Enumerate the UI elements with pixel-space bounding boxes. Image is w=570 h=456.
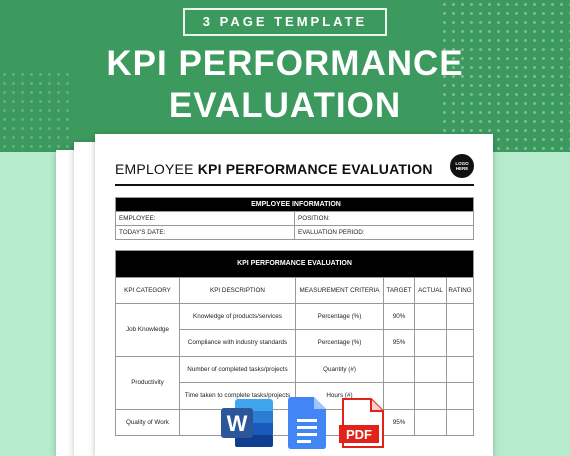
actual-cell[interactable] <box>414 302 447 330</box>
kpi-description-cell: Knowledge of products/services <box>179 302 296 330</box>
document-title-bold: KPI PERFORMANCE EVALUATION <box>197 161 433 177</box>
employee-info-heading: EMPLOYEE INFORMATION <box>115 197 474 212</box>
target-cell <box>383 355 415 383</box>
measurement-criteria-cell: Percentage (%) <box>295 329 384 357</box>
target-cell: 90% <box>383 302 415 330</box>
actual-cell[interactable] <box>414 408 447 436</box>
target-cell <box>383 382 415 410</box>
target-cell: 95% <box>383 329 415 357</box>
document-title: EMPLOYEE KPI PERFORMANCE EVALUATION <box>115 161 433 177</box>
target-cell: 95% <box>383 408 415 436</box>
evaluation-period-field[interactable]: EVALUATION PERIOD: <box>294 225 474 240</box>
column-header-rating: RATING <box>446 276 474 304</box>
word-icon: W <box>221 399 273 447</box>
rating-cell[interactable] <box>446 355 474 383</box>
rating-cell[interactable] <box>446 408 474 436</box>
banner-title-line1: KPI PERFORMANCE <box>106 44 464 83</box>
column-header-actual: ACTUAL <box>414 276 447 304</box>
rating-cell[interactable] <box>446 329 474 357</box>
kpi-category-cell: Quality of Work <box>115 408 180 436</box>
employee-info-table: EMPLOYEE INFORMATION EMPLOYEE: POSITION:… <box>115 197 474 240</box>
column-header-kpi-category: KPI CATEGORY <box>115 276 180 304</box>
kpi-table-heading: KPI PERFORMANCE EVALUATION <box>115 250 474 278</box>
logo-text-line2: HERE <box>455 166 469 171</box>
rating-cell[interactable] <box>446 382 474 410</box>
table-row: Productivity Number of completed tasks/p… <box>115 355 474 410</box>
actual-cell[interactable] <box>414 329 447 357</box>
kpi-category-cell: Productivity <box>115 355 180 410</box>
kpi-category-cell: Job Knowledge <box>115 302 180 357</box>
document-title-plain: EMPLOYEE <box>115 161 198 177</box>
page-count-badge: 3 PAGE TEMPLATE <box>183 8 387 36</box>
pdf-icon: PDF <box>339 398 384 448</box>
table-row: Compliance with industry standards Perce… <box>116 329 474 357</box>
logo-text-line1: LOGO <box>455 161 469 166</box>
dot-pattern-left <box>0 70 70 152</box>
google-docs-icon <box>288 397 326 449</box>
column-header-kpi-description: KPI DESCRIPTION <box>179 276 296 304</box>
kpi-description-cell: Number of completed tasks/projects <box>179 355 296 383</box>
word-icon-letter: W <box>227 411 248 436</box>
banner: 3 PAGE TEMPLATE KPI PERFORMANCE EVALUATI… <box>0 0 570 152</box>
position-field[interactable]: POSITION: <box>294 211 474 226</box>
banner-title-line2: EVALUATION <box>168 86 402 125</box>
table-row: Job Knowledge Knowledge of products/serv… <box>115 302 474 357</box>
column-header-target: TARGET <box>383 276 415 304</box>
pdf-icon-label: PDF <box>346 427 372 442</box>
logo-placeholder: LOGO HERE <box>450 154 474 178</box>
measurement-criteria-cell: Quantity (#) <box>295 355 384 383</box>
actual-cell[interactable] <box>414 355 447 383</box>
rating-cell[interactable] <box>446 302 474 330</box>
kpi-description-cell: Compliance with industry standards <box>179 329 296 357</box>
actual-cell[interactable] <box>414 382 447 410</box>
dot-pattern <box>440 0 570 152</box>
title-divider <box>115 184 474 186</box>
todays-date-field[interactable]: TODAY'S DATE: <box>115 225 295 240</box>
column-header-measurement-criteria: MEASUREMENT CRITERIA <box>295 276 384 304</box>
measurement-criteria-cell: Percentage (%) <box>295 302 384 330</box>
employee-field[interactable]: EMPLOYEE: <box>115 211 295 226</box>
